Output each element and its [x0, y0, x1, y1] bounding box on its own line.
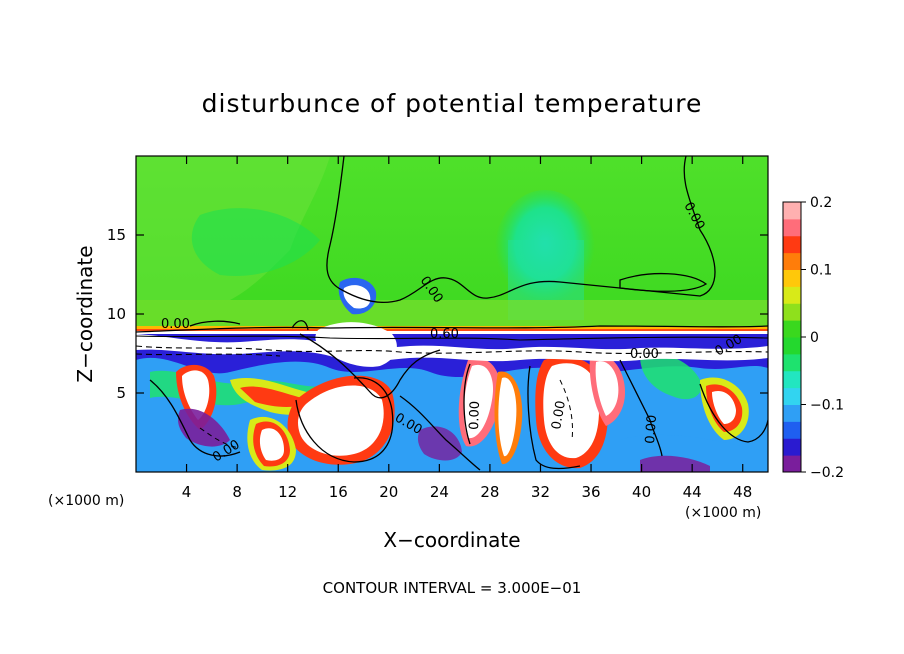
plot-area: [136, 156, 768, 472]
contour-zero: [527, 365, 581, 470]
colorbar-swatch: [783, 320, 801, 338]
x-axis: 4 8 12 16 20 24 28 32 36 40 44 48: [182, 156, 752, 501]
contour-zero: [619, 272, 708, 292]
contour-label: 0.00: [549, 400, 569, 431]
colorbar-tick-label: −0.2: [810, 465, 844, 481]
y-axis: 5 10 15: [107, 226, 768, 402]
colorbar-swatch: [783, 269, 801, 287]
contour-label: 0.00: [467, 401, 483, 430]
x-tick-label: 36: [581, 483, 600, 501]
x-tick-label: 12: [278, 483, 297, 501]
colorbar-swatch: [783, 438, 801, 456]
x-tick-label: 24: [430, 483, 449, 501]
contour-negative: [199, 427, 241, 449]
x-tick-label: 44: [683, 483, 702, 501]
colorbar-swatch: [783, 404, 801, 422]
inversion-band: [136, 326, 768, 331]
lower-field-patch: [240, 386, 312, 407]
contour-label: 0.00: [161, 317, 190, 332]
contour-zero: [189, 320, 241, 327]
colorbar-tick-label: −0.1: [810, 398, 844, 414]
x-tick-label: 8: [232, 483, 242, 501]
cloud-edge: [136, 334, 768, 362]
upper-field-shading: [191, 208, 320, 276]
contour-lines: [136, 156, 768, 471]
lower-field-patch: [182, 370, 210, 420]
colorbar-swatch: [783, 387, 801, 405]
contour-zero: [136, 335, 768, 341]
y-tick-label: 15: [107, 226, 126, 244]
chart-title: disturbunce of potential temperature: [202, 89, 703, 118]
x-axis-label: X−coordinate: [383, 528, 520, 552]
lower-field-patch: [463, 364, 494, 439]
contour-label: 0.00: [630, 347, 659, 362]
contour-zero: [291, 320, 309, 331]
lower-field-patch: [298, 385, 384, 456]
lower-field-patch: [417, 426, 462, 461]
lower-field-patch: [712, 390, 736, 424]
contour-zero: [399, 395, 481, 471]
colorbar-swatch: [783, 235, 801, 254]
lower-field-patch: [178, 408, 230, 447]
inversion-band: [136, 329, 768, 331]
x-tick-label: 32: [531, 483, 550, 501]
colorbar-swatch: [783, 353, 801, 372]
lower-field-patch: [259, 428, 284, 461]
cloud-edge: [315, 322, 397, 367]
x-tick-label: 48: [733, 483, 752, 501]
colorbar-swatch: [783, 337, 801, 355]
y-tick-label: 10: [107, 305, 126, 323]
contour-zero: [299, 333, 441, 399]
colorbar-swatch: [783, 370, 801, 389]
contour-zero: [295, 377, 394, 463]
colorbar-tick-label: 0: [810, 330, 819, 346]
x-tick-label: 40: [632, 483, 651, 501]
colorbar-swatch: [783, 455, 801, 473]
colorbar-tick-label: 0.2: [810, 195, 832, 211]
colorbar-swatch: [783, 286, 801, 304]
colorbar-swatch: [783, 421, 801, 439]
lower-field-patch: [595, 361, 619, 416]
contour-negative: [559, 379, 573, 441]
colorbar-tick-label: 0.1: [810, 263, 832, 279]
contour-zero: [463, 363, 471, 445]
upper-field-shading: [136, 300, 768, 330]
y-axis-label: Z−coordinate: [73, 245, 97, 382]
contour-zero: [149, 379, 241, 457]
contour-interval-note: CONTOUR INTERVAL = 3.000E−01: [323, 579, 582, 597]
colorbar-swatch: [783, 202, 801, 220]
central-plume: [495, 190, 595, 310]
contour-zero: [619, 359, 663, 457]
colorbar: 0.2 0.1 0 −0.1 −0.2: [782, 195, 844, 481]
x-tick-label: 28: [480, 483, 499, 501]
inversion-band: [136, 331, 768, 334]
contour-zero: [699, 383, 768, 443]
colorbar-swatch: [783, 252, 801, 270]
contour-zero: [326, 156, 716, 304]
y-tick-label: 5: [116, 384, 126, 402]
lower-field-patch: [498, 377, 517, 457]
lower-field-patch: [543, 363, 600, 459]
x-tick-label: 4: [182, 483, 192, 501]
x-tick-label: 16: [329, 483, 348, 501]
contour-label: 0.00: [643, 414, 660, 444]
x-tick-label: 20: [379, 483, 398, 501]
x-unit-left: (×1000 m): [48, 493, 124, 509]
contour-label: 0.60: [430, 327, 459, 342]
colorbar-swatch: [783, 218, 801, 237]
x-unit-right: (×1000 m): [685, 505, 761, 521]
lower-field-patch: [640, 353, 702, 400]
contour-negative: [136, 353, 281, 357]
contour-zero: [136, 325, 768, 333]
colorbar-swatch: [783, 303, 801, 321]
